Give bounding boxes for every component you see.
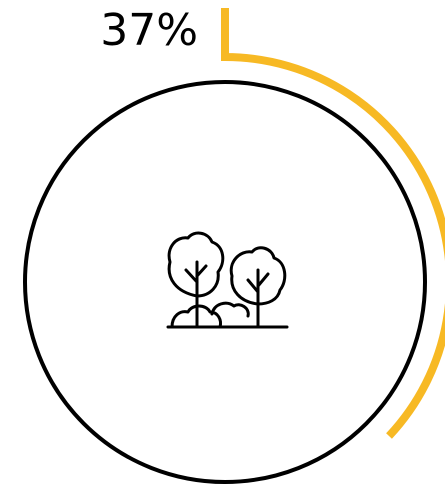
value-label: 37% bbox=[100, 5, 198, 56]
tree-icon bbox=[166, 231, 289, 329]
ring bbox=[23, 80, 427, 484]
progress-arc bbox=[220, 7, 445, 439]
